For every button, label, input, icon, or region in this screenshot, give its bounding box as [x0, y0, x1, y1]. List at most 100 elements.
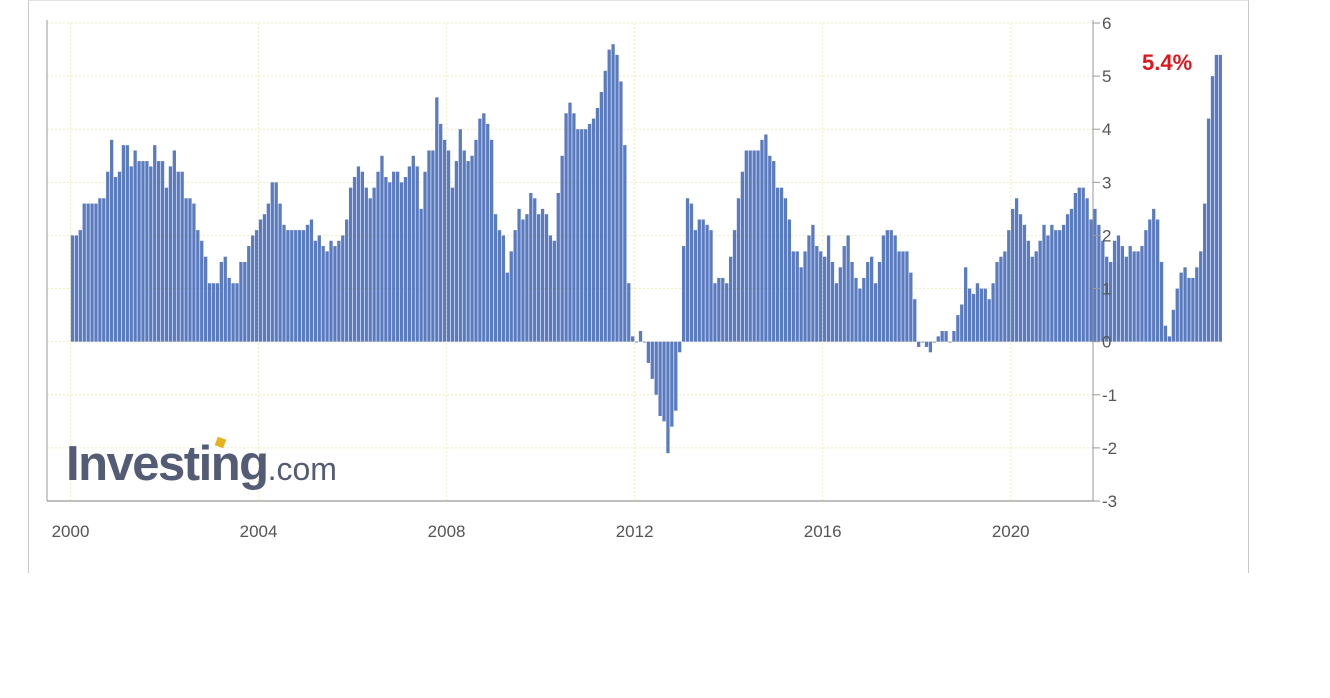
- bar: [274, 182, 278, 342]
- y-tick-label: 5: [1102, 67, 1111, 86]
- logo-domain-suffix: .com: [267, 451, 337, 487]
- bar: [580, 129, 584, 342]
- bar: [493, 214, 498, 342]
- bar: [674, 341, 678, 411]
- bar: [995, 262, 999, 342]
- x-tick-label: 2000: [52, 522, 90, 541]
- bar: [1199, 251, 1203, 342]
- bar: [685, 198, 690, 342]
- bar: [752, 150, 756, 342]
- y-tick-label: 0: [1102, 333, 1111, 352]
- bar: [893, 235, 897, 342]
- bar: [1058, 230, 1062, 342]
- bar: [1108, 262, 1113, 342]
- bar: [1183, 267, 1187, 342]
- bar: [975, 283, 980, 342]
- bar: [548, 235, 553, 342]
- bar: [627, 283, 631, 342]
- bar: [157, 161, 161, 342]
- bar: [321, 246, 325, 342]
- bar: [309, 219, 314, 342]
- x-tick-label: 2016: [804, 522, 842, 541]
- bar: [90, 203, 94, 342]
- bar: [764, 134, 768, 342]
- bar: [862, 277, 866, 342]
- bar: [399, 182, 404, 342]
- bar: [568, 102, 572, 342]
- bar: [736, 198, 741, 342]
- bar: [376, 171, 380, 342]
- bar: [1030, 256, 1034, 342]
- bar: [227, 277, 231, 342]
- bar: [133, 150, 137, 342]
- bar: [204, 256, 208, 342]
- bar: [830, 262, 835, 342]
- bar: [1007, 230, 1011, 342]
- bar: [709, 230, 713, 342]
- bar: [348, 187, 353, 342]
- bar: [113, 177, 118, 342]
- bar: [121, 145, 126, 342]
- bar: [98, 198, 102, 342]
- bar: [462, 150, 466, 342]
- bar: [407, 166, 412, 342]
- bar: [967, 288, 972, 342]
- latest-value-badge: 5.4%: [1142, 50, 1193, 75]
- bar: [1069, 208, 1074, 342]
- bar: [188, 198, 192, 342]
- bar: [1026, 240, 1030, 342]
- y-tick-label: -1: [1102, 386, 1117, 405]
- bar: [1085, 198, 1089, 342]
- x-tick-label: 2012: [616, 522, 654, 541]
- bar: [517, 208, 521, 342]
- bar: [215, 283, 220, 342]
- bar: [262, 214, 267, 342]
- bar: [838, 267, 842, 342]
- bar: [474, 139, 478, 342]
- bar: [846, 235, 850, 342]
- bar: [897, 251, 901, 342]
- bar: [866, 262, 870, 342]
- bar: [611, 44, 615, 342]
- y-axis-ticks: 6 5 4 3 2 1 0 -1 -2 -3: [1093, 14, 1117, 511]
- bar: [454, 161, 459, 342]
- bar: [791, 251, 795, 342]
- bar: [1171, 309, 1175, 342]
- bar: [415, 166, 419, 342]
- bar: [1022, 224, 1027, 342]
- bar: [1101, 240, 1105, 342]
- bar: [885, 230, 889, 342]
- bar: [129, 166, 133, 342]
- bar: [591, 118, 596, 342]
- bar: [172, 150, 176, 342]
- bar: [282, 224, 286, 342]
- bar: [564, 113, 568, 342]
- bar-series: [70, 44, 1222, 454]
- bar: [983, 288, 987, 342]
- bar: [419, 208, 423, 342]
- y-tick-label: 1: [1102, 280, 1111, 299]
- bar: [823, 256, 827, 342]
- bar: [298, 230, 302, 342]
- x-axis-ticks: 2000 2004 2008 2012 2016 2020: [52, 522, 1030, 541]
- bar: [313, 240, 317, 342]
- bar: [834, 283, 839, 342]
- bar: [384, 177, 388, 342]
- bar: [607, 49, 611, 342]
- bar: [991, 283, 995, 342]
- bar: [779, 187, 784, 342]
- bar: [110, 139, 114, 342]
- bar: [940, 331, 944, 342]
- bar: [223, 256, 227, 342]
- bar: [1065, 214, 1070, 342]
- bar: [1046, 235, 1050, 342]
- bar: [372, 187, 376, 342]
- y-tick-label: 2: [1102, 226, 1111, 245]
- bar: [211, 283, 216, 342]
- bar: [744, 150, 748, 342]
- bar: [964, 267, 968, 342]
- bar: [427, 150, 431, 342]
- bar: [552, 240, 556, 342]
- bar: [772, 161, 776, 342]
- bar: [1077, 187, 1081, 342]
